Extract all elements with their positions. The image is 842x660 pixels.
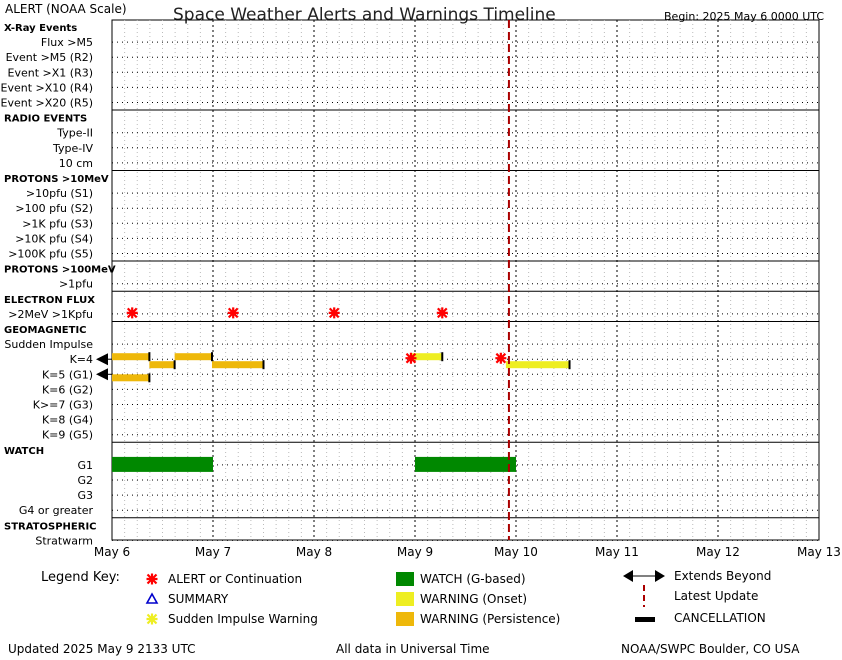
row-label: K=9 (G5) [42, 429, 93, 442]
footer-updated: Updated 2025 May 9 2133 UTC [8, 642, 195, 656]
row-label: Event >M5 (R2) [6, 51, 93, 64]
alert-marker [405, 352, 417, 364]
section-label: RADIO EVENTS [4, 114, 87, 125]
legend-label: SUMMARY [168, 592, 229, 606]
x-tick-label: May 8 [296, 545, 332, 559]
chart-title: Space Weather Alerts and Warnings Timeli… [173, 5, 556, 25]
begin-time: Begin: 2025 May 6 0000 UTC [664, 10, 824, 23]
row-label: Event >X10 (R4) [1, 81, 93, 94]
extends-beyond-arrow [96, 353, 108, 366]
watch-bar [415, 456, 516, 472]
legend-onset-swatch [396, 592, 414, 606]
row-label: K=8 (G4) [42, 414, 93, 427]
x-tick-label: May 13 [797, 545, 841, 559]
section-label: X-Ray Events [4, 23, 77, 34]
row-label: K=5 (G1) [42, 368, 93, 381]
row-label: >100 pfu (S2) [15, 202, 93, 215]
legend-label: WARNING (Onset) [420, 592, 527, 606]
legend-label: WARNING (Persistence) [420, 612, 560, 626]
row-label: >100K pfu (S5) [8, 248, 93, 261]
warning-bar [211, 361, 264, 369]
section-label: PROTONS >10MeV [4, 174, 109, 185]
x-tick-label: May 12 [696, 545, 740, 559]
legend-persistence-swatch [396, 612, 414, 626]
footer-source: NOAA/SWPC Boulder, CO USA [621, 642, 800, 656]
alert-marker [495, 352, 507, 364]
row-label: K=6 (G2) [42, 383, 93, 396]
row-label: Type-II [56, 127, 93, 140]
header-left: ALERT (NOAA Scale) [5, 2, 127, 16]
legend-label: CANCELLATION [674, 611, 766, 625]
row-label: Flux >M5 [41, 36, 93, 49]
row-label: >10pfu (S1) [26, 187, 93, 200]
warning-bar [149, 361, 175, 369]
legend-cancel-icon [635, 617, 655, 622]
section-label: ELECTRON FLUX [4, 295, 95, 306]
warning-bar [112, 353, 150, 361]
row-label: Stratwarm [35, 534, 93, 547]
legend-label: Extends Beyond [674, 569, 771, 583]
row-label: G3 [77, 489, 93, 502]
row-label: 10 cm [59, 157, 93, 170]
warning-bar [505, 361, 570, 369]
footer-note: All data in Universal Time [336, 642, 490, 656]
row-label: G1 [77, 459, 93, 472]
section-label: GEOMAGNETIC [4, 325, 87, 336]
warning-bar [174, 353, 212, 361]
row-label: K=4 [70, 353, 93, 366]
row-label: >1K pfu (S3) [22, 217, 93, 230]
watch-bar [112, 456, 213, 472]
extends-beyond-arrow [96, 368, 108, 381]
row-label: Type-IV [52, 142, 93, 155]
legend-label: ALERT or Continuation [168, 572, 302, 586]
warning-bar [112, 374, 150, 382]
row-label: >10K pfu (S4) [15, 232, 93, 245]
alert-marker [227, 307, 239, 319]
section-label: WATCH [4, 446, 44, 457]
x-tick-label: May 7 [195, 545, 231, 559]
row-label: Event >X1 (R3) [8, 66, 93, 79]
legend-title: Legend Key: [41, 570, 120, 585]
legend-alert-icon [146, 573, 158, 585]
row-label: Sudden Impulse [4, 338, 93, 351]
row-label: K>=7 (G3) [33, 399, 93, 412]
row-label: Event >X20 (R5) [1, 97, 93, 110]
legend-watch-swatch [396, 572, 414, 586]
alert-marker [126, 307, 138, 319]
legend-label: Latest Update [674, 589, 758, 603]
section-label: STRATOSPHERIC [4, 521, 97, 532]
x-tick-label: May 6 [94, 545, 130, 559]
warning-bar [411, 353, 443, 361]
alert-marker [328, 307, 340, 319]
row-label: >1pfu [59, 278, 93, 291]
row-label: G4 or greater [19, 504, 94, 517]
legend-extends-icon [623, 570, 665, 582]
x-tick-label: May 10 [494, 545, 538, 559]
row-label: G2 [77, 474, 93, 487]
alert-marker [436, 307, 448, 319]
row-label: >2MeV >1Kpfu [8, 308, 93, 321]
section-label: PROTONS >100MeV [4, 265, 116, 276]
legend-label: WATCH (G-based) [420, 572, 526, 586]
legend-label: Sudden Impulse Warning [168, 612, 318, 626]
x-tick-label: May 9 [397, 545, 433, 559]
legend-impulse-icon [146, 613, 158, 625]
x-tick-label: May 11 [595, 545, 639, 559]
legend-summary-icon [145, 592, 159, 604]
